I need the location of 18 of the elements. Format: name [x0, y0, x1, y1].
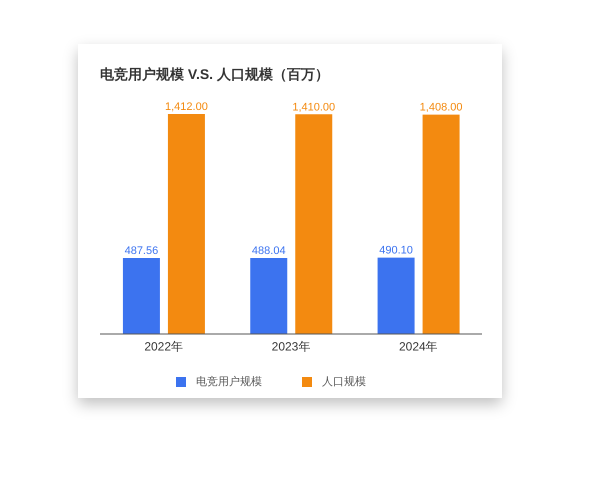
legend-label: 电竞用户规模: [196, 376, 262, 388]
x-tick-label: 2022年: [144, 340, 184, 354]
bar: [122, 258, 160, 334]
bar: [378, 258, 415, 334]
legend-label: 人口规模: [322, 376, 366, 388]
bar: [168, 114, 205, 334]
data-label: 1,408.00: [420, 102, 462, 114]
data-label: 488.04: [252, 244, 286, 257]
data-label: 490.10: [379, 244, 413, 257]
chart-title: 电竞用户规模 V.S. 人口规模（百万）: [100, 66, 329, 84]
data-label: 1,410.00: [292, 101, 336, 114]
data-label: 487.56: [124, 245, 158, 258]
x-tick-label: 2024年: [398, 340, 438, 354]
x-tick-label: 2023年: [272, 340, 310, 354]
bar: [250, 258, 288, 334]
bar: [422, 114, 460, 334]
bar: [295, 114, 332, 334]
data-label: 1,412.00: [165, 101, 208, 113]
